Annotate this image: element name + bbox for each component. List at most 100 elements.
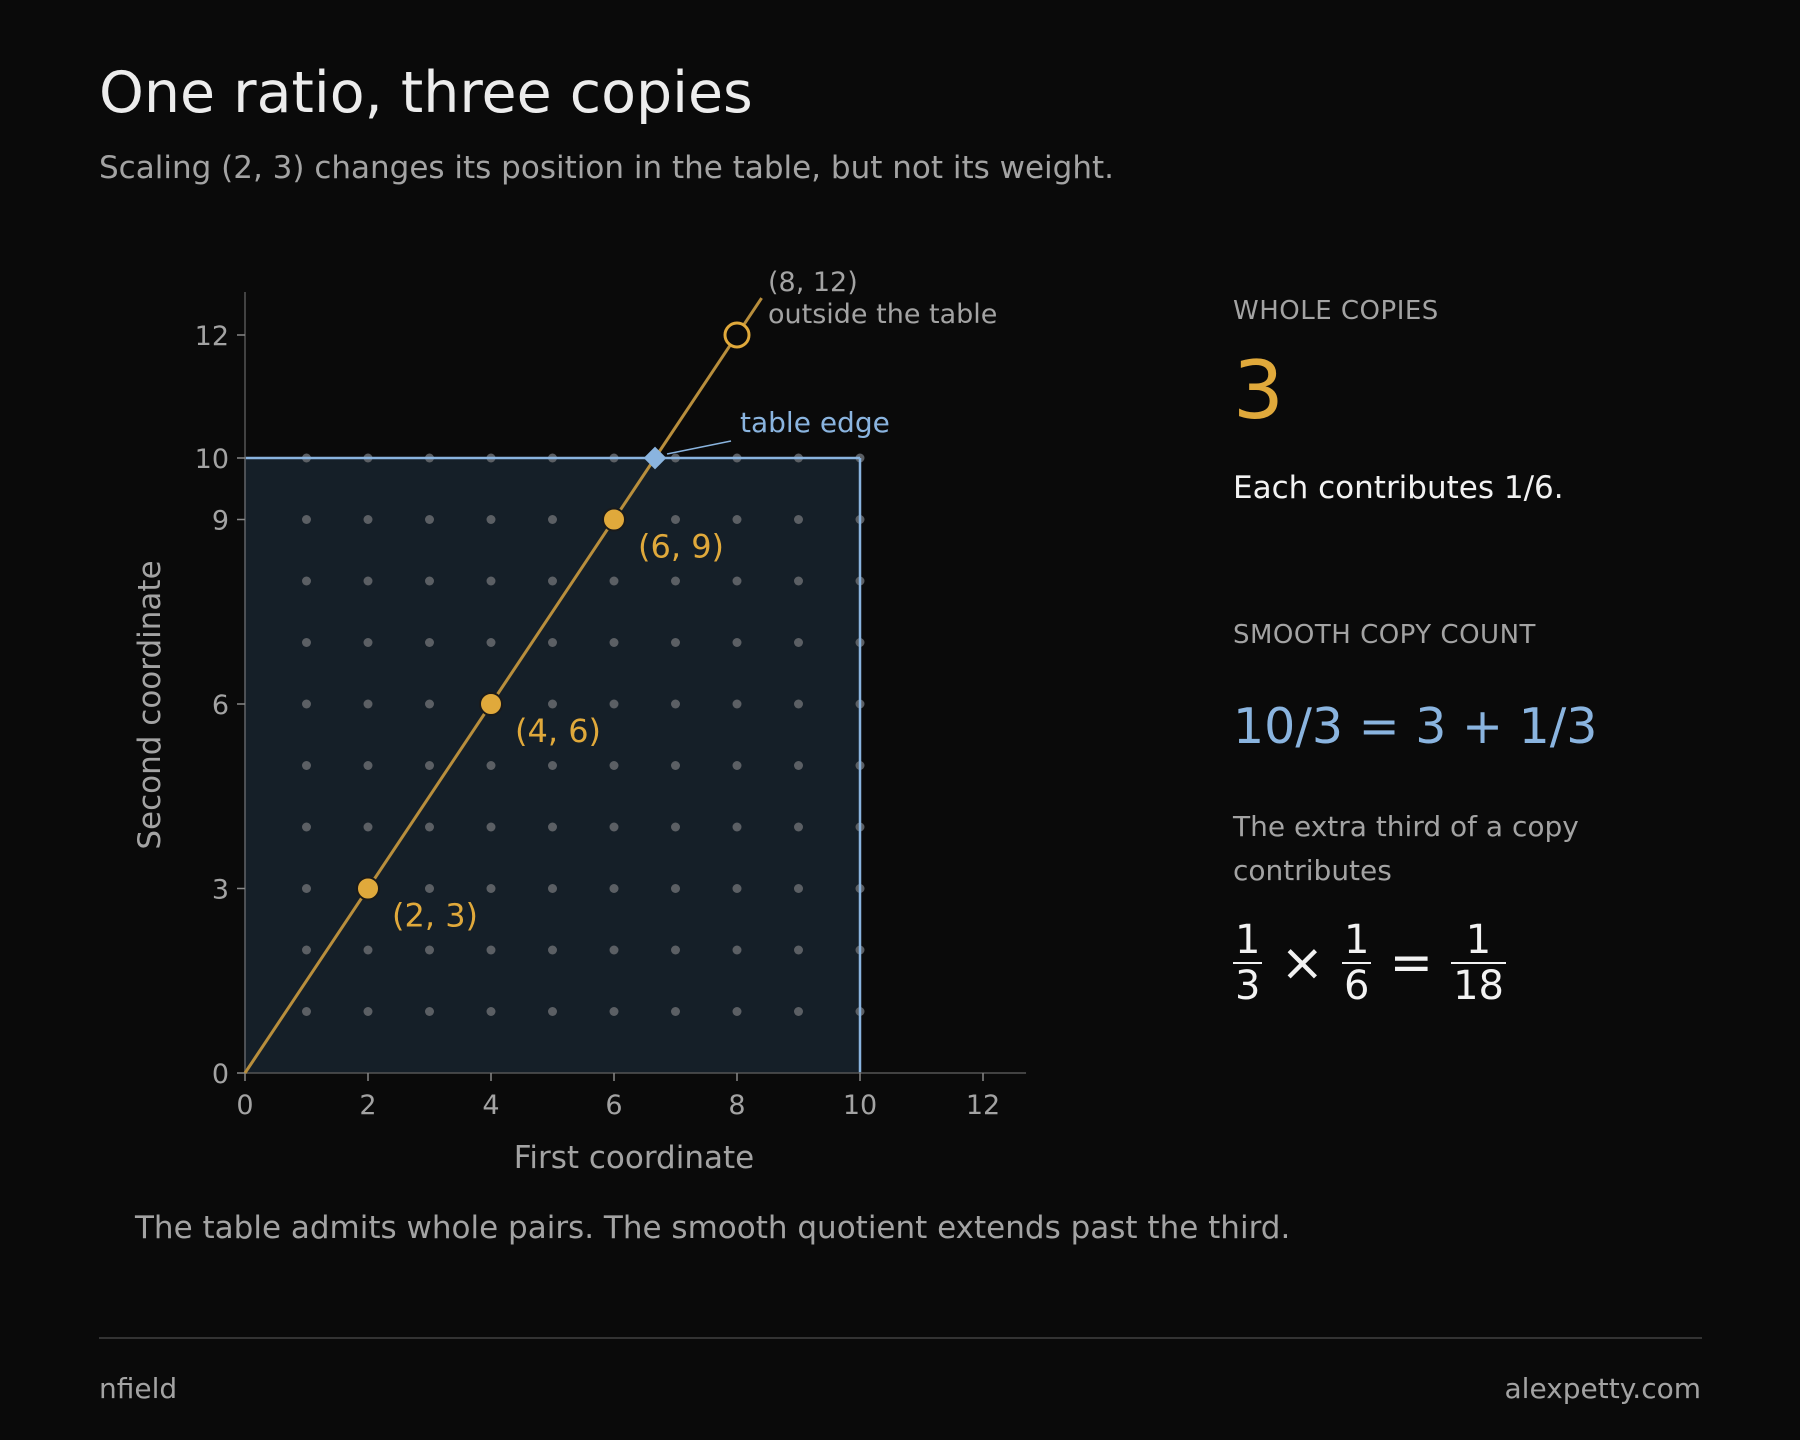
extra-third-note: The extra third of a copy contributes bbox=[1233, 810, 1579, 887]
grid-dot bbox=[425, 576, 434, 586]
grid-dot bbox=[302, 515, 311, 524]
grid-dot bbox=[302, 638, 311, 647]
grid-dot bbox=[732, 822, 742, 832]
x-tick-label: 8 bbox=[728, 1090, 745, 1121]
x-tick-label: 10 bbox=[843, 1090, 877, 1121]
grid-dot bbox=[609, 576, 619, 586]
whole-copies-value: 3 bbox=[1233, 344, 1284, 437]
y-tick-label: 9 bbox=[212, 506, 229, 537]
grid-dot bbox=[671, 822, 680, 832]
copy-point-label: (2, 3) bbox=[392, 897, 478, 935]
fraction-one-sixth: 1 6 bbox=[1342, 917, 1372, 1009]
grid-dot bbox=[302, 699, 311, 709]
y-tick-label: 3 bbox=[212, 875, 229, 906]
grid-dot bbox=[794, 515, 803, 524]
grid-dot bbox=[609, 699, 619, 709]
grid-dot bbox=[609, 761, 619, 770]
grid-dot bbox=[363, 761, 373, 770]
x-tick-label: 6 bbox=[605, 1090, 622, 1121]
grid-dot bbox=[548, 1007, 557, 1016]
grid-dot bbox=[794, 1007, 803, 1016]
table-edge-label: table edge bbox=[740, 406, 890, 439]
copy-point bbox=[479, 692, 503, 716]
fraction-denominator: 18 bbox=[1453, 963, 1504, 1009]
copy-point bbox=[602, 507, 626, 532]
footer-site-link[interactable]: alexpetty.com bbox=[1504, 1372, 1701, 1405]
grid-dot bbox=[363, 945, 373, 955]
grid-dot bbox=[671, 884, 680, 893]
grid-dot bbox=[302, 761, 311, 770]
grid-dot bbox=[548, 761, 557, 770]
page-subtitle: Scaling (2, 3) changes its position in t… bbox=[99, 150, 1114, 186]
grid-dot bbox=[671, 638, 680, 647]
grid-dot bbox=[794, 822, 803, 832]
footer-brand: nfield bbox=[99, 1372, 178, 1405]
grid-dot bbox=[548, 884, 557, 893]
outside-point-label: (8, 12) bbox=[768, 267, 858, 298]
smooth-count-formula: 10/3 = 3 + 1/3 bbox=[1233, 698, 1598, 755]
grid-dot bbox=[425, 822, 434, 832]
grid-dot bbox=[732, 699, 742, 709]
grid-dot bbox=[732, 884, 742, 893]
grid-dot bbox=[609, 1007, 619, 1016]
x-tick-label: 4 bbox=[482, 1090, 499, 1121]
grid-dot bbox=[671, 1007, 680, 1016]
grid-dot bbox=[794, 884, 803, 893]
grid-dot bbox=[609, 884, 619, 893]
table-edge-marker bbox=[643, 446, 667, 470]
grid-dot bbox=[609, 822, 619, 832]
x-tick-label: 0 bbox=[236, 1090, 253, 1121]
grid-dot bbox=[363, 1007, 373, 1016]
outside-point bbox=[723, 321, 751, 349]
grid-dot bbox=[363, 822, 373, 832]
grid-dot bbox=[363, 515, 373, 524]
table-edge-leader bbox=[666, 440, 732, 455]
grid-dot bbox=[302, 576, 311, 586]
copy-point-label: (6, 9) bbox=[638, 528, 724, 566]
fraction-numerator: 1 bbox=[1235, 917, 1261, 963]
grid-dot bbox=[302, 884, 311, 893]
page-title: One ratio, three copies bbox=[99, 60, 753, 126]
equals-operator: = bbox=[1389, 933, 1434, 993]
grid-dot bbox=[363, 576, 373, 586]
fraction-numerator: 1 bbox=[1344, 917, 1370, 963]
grid-dot bbox=[548, 515, 557, 524]
grid-dot bbox=[486, 515, 496, 524]
copy-point bbox=[356, 876, 380, 901]
fraction-numerator: 1 bbox=[1465, 917, 1492, 963]
grid-dot bbox=[732, 576, 742, 586]
y-tick-label: 0 bbox=[212, 1059, 229, 1090]
x-tick-label: 2 bbox=[359, 1090, 376, 1121]
fraction-equation: 1 3 × 1 6 = 1 18 bbox=[1233, 918, 1506, 1008]
grid-dot bbox=[486, 638, 496, 647]
grid-dot bbox=[671, 761, 680, 770]
x-axis-label: First coordinate bbox=[514, 1140, 754, 1176]
grid-dot bbox=[548, 638, 557, 647]
grid-dot bbox=[794, 945, 803, 955]
grid-dot bbox=[486, 576, 496, 586]
grid-dot bbox=[425, 515, 434, 524]
grid-dot bbox=[486, 761, 496, 770]
grid-dot bbox=[671, 699, 680, 709]
times-operator: × bbox=[1280, 933, 1325, 993]
fraction-denominator: 6 bbox=[1344, 963, 1370, 1009]
grid-dot bbox=[486, 1007, 496, 1016]
grid-dot bbox=[794, 576, 803, 586]
grid-dot bbox=[425, 761, 434, 770]
grid-dot bbox=[794, 638, 803, 647]
grid-dot bbox=[425, 638, 434, 647]
ratio-ray bbox=[243, 297, 763, 1074]
grid-dot bbox=[671, 945, 680, 955]
grid-dot bbox=[732, 945, 742, 955]
grid-dot bbox=[486, 945, 496, 955]
whole-copies-kicker: WHOLE COPIES bbox=[1233, 296, 1439, 326]
smooth-count-kicker: SMOOTH COPY COUNT bbox=[1233, 620, 1536, 650]
grid-dot bbox=[425, 945, 434, 955]
grid-dot bbox=[548, 945, 557, 955]
grid-dot bbox=[486, 884, 496, 893]
grid-dot bbox=[671, 576, 680, 586]
grid-dot bbox=[486, 822, 496, 832]
grid-dot bbox=[425, 884, 434, 893]
fraction-denominator: 3 bbox=[1235, 963, 1261, 1009]
grid-dot bbox=[302, 822, 311, 832]
